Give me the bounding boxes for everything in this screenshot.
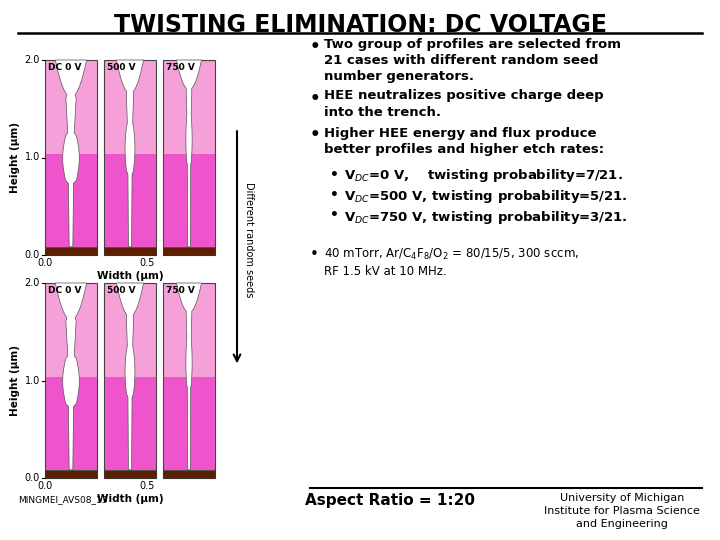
Text: 2.0: 2.0	[24, 278, 40, 288]
Text: V$_{DC}$=500 V, twisting probability=5/21.: V$_{DC}$=500 V, twisting probability=5/2…	[344, 188, 628, 205]
Bar	[45, 60, 97, 153]
Bar	[163, 470, 215, 478]
Bar	[104, 283, 156, 376]
Text: 0.5: 0.5	[139, 258, 155, 268]
Text: Width (μm): Width (μm)	[96, 494, 163, 504]
Bar	[104, 283, 156, 478]
Bar	[45, 470, 97, 478]
Bar	[104, 60, 156, 255]
Text: 0.0: 0.0	[24, 473, 40, 483]
Text: Height (μm): Height (μm)	[10, 345, 20, 416]
Polygon shape	[117, 283, 143, 470]
Text: •: •	[330, 208, 339, 222]
Text: V$_{DC}$=750 V, twisting probability=3/21.: V$_{DC}$=750 V, twisting probability=3/2…	[344, 208, 628, 226]
Bar	[104, 153, 156, 247]
Text: 1.0: 1.0	[24, 152, 40, 163]
Bar	[45, 376, 97, 470]
Bar	[104, 60, 156, 153]
Text: Higher HEE energy and flux produce
better profiles and higher etch rates:: Higher HEE energy and flux produce bette…	[324, 126, 604, 156]
Text: TWISTING ELIMINATION: DC VOLTAGE: TWISTING ELIMINATION: DC VOLTAGE	[114, 13, 606, 37]
Bar	[45, 283, 97, 478]
Text: HEE neutralizes positive charge deep
into the trench.: HEE neutralizes positive charge deep int…	[324, 90, 603, 118]
Polygon shape	[55, 60, 86, 247]
Text: •: •	[330, 167, 339, 181]
Text: 0.0: 0.0	[37, 258, 53, 268]
Text: 40 mTorr, Ar/C$_4$F$_8$/O$_2$ = 80/15/5, 300 sccm,
RF 1.5 kV at 10 MHz.: 40 mTorr, Ar/C$_4$F$_8$/O$_2$ = 80/15/5,…	[324, 247, 579, 278]
Text: •: •	[330, 188, 339, 202]
Bar	[104, 376, 156, 470]
Text: •: •	[310, 247, 319, 262]
Bar	[163, 60, 215, 255]
Polygon shape	[117, 60, 143, 247]
Bar	[163, 60, 215, 153]
Text: 500 V: 500 V	[107, 63, 135, 72]
Text: 500 V: 500 V	[107, 286, 135, 295]
Text: 750 V: 750 V	[166, 63, 195, 72]
Bar	[163, 283, 215, 478]
Text: University of Michigan
Institute for Plasma Science
and Engineering: University of Michigan Institute for Pla…	[544, 493, 700, 529]
Bar	[163, 376, 215, 470]
Text: 1.0: 1.0	[24, 375, 40, 386]
Bar	[45, 60, 97, 255]
Text: V$_{DC}$=0 V,    twisting probability=7/21.: V$_{DC}$=0 V, twisting probability=7/21.	[344, 167, 623, 185]
Text: 750 V: 750 V	[166, 286, 195, 295]
Polygon shape	[176, 60, 202, 247]
Bar	[45, 247, 97, 255]
Text: •: •	[310, 90, 320, 107]
Text: •: •	[310, 38, 320, 56]
Text: Width (μm): Width (μm)	[96, 271, 163, 281]
Text: Aspect Ratio = 1:20: Aspect Ratio = 1:20	[305, 493, 475, 508]
Text: •: •	[310, 126, 320, 145]
Bar	[104, 247, 156, 255]
Polygon shape	[55, 283, 86, 470]
Bar	[45, 153, 97, 247]
Text: DC 0 V: DC 0 V	[48, 63, 81, 72]
Text: DC 0 V: DC 0 V	[48, 286, 81, 295]
Bar	[104, 470, 156, 478]
Bar	[163, 153, 215, 247]
Text: Height (μm): Height (μm)	[10, 122, 20, 193]
Bar	[45, 283, 97, 376]
Text: 0.5: 0.5	[139, 481, 155, 491]
Bar	[163, 283, 215, 376]
Text: 0.0: 0.0	[24, 250, 40, 260]
Text: MINGMEI_AVS08_13: MINGMEI_AVS08_13	[18, 495, 107, 504]
Bar	[163, 247, 215, 255]
Text: Different random seeds: Different random seeds	[244, 182, 254, 298]
Text: Two group of profiles are selected from
21 cases with different random seed
numb: Two group of profiles are selected from …	[324, 38, 621, 83]
Polygon shape	[176, 283, 202, 470]
Text: 2.0: 2.0	[24, 55, 40, 65]
Text: 0.0: 0.0	[37, 481, 53, 491]
